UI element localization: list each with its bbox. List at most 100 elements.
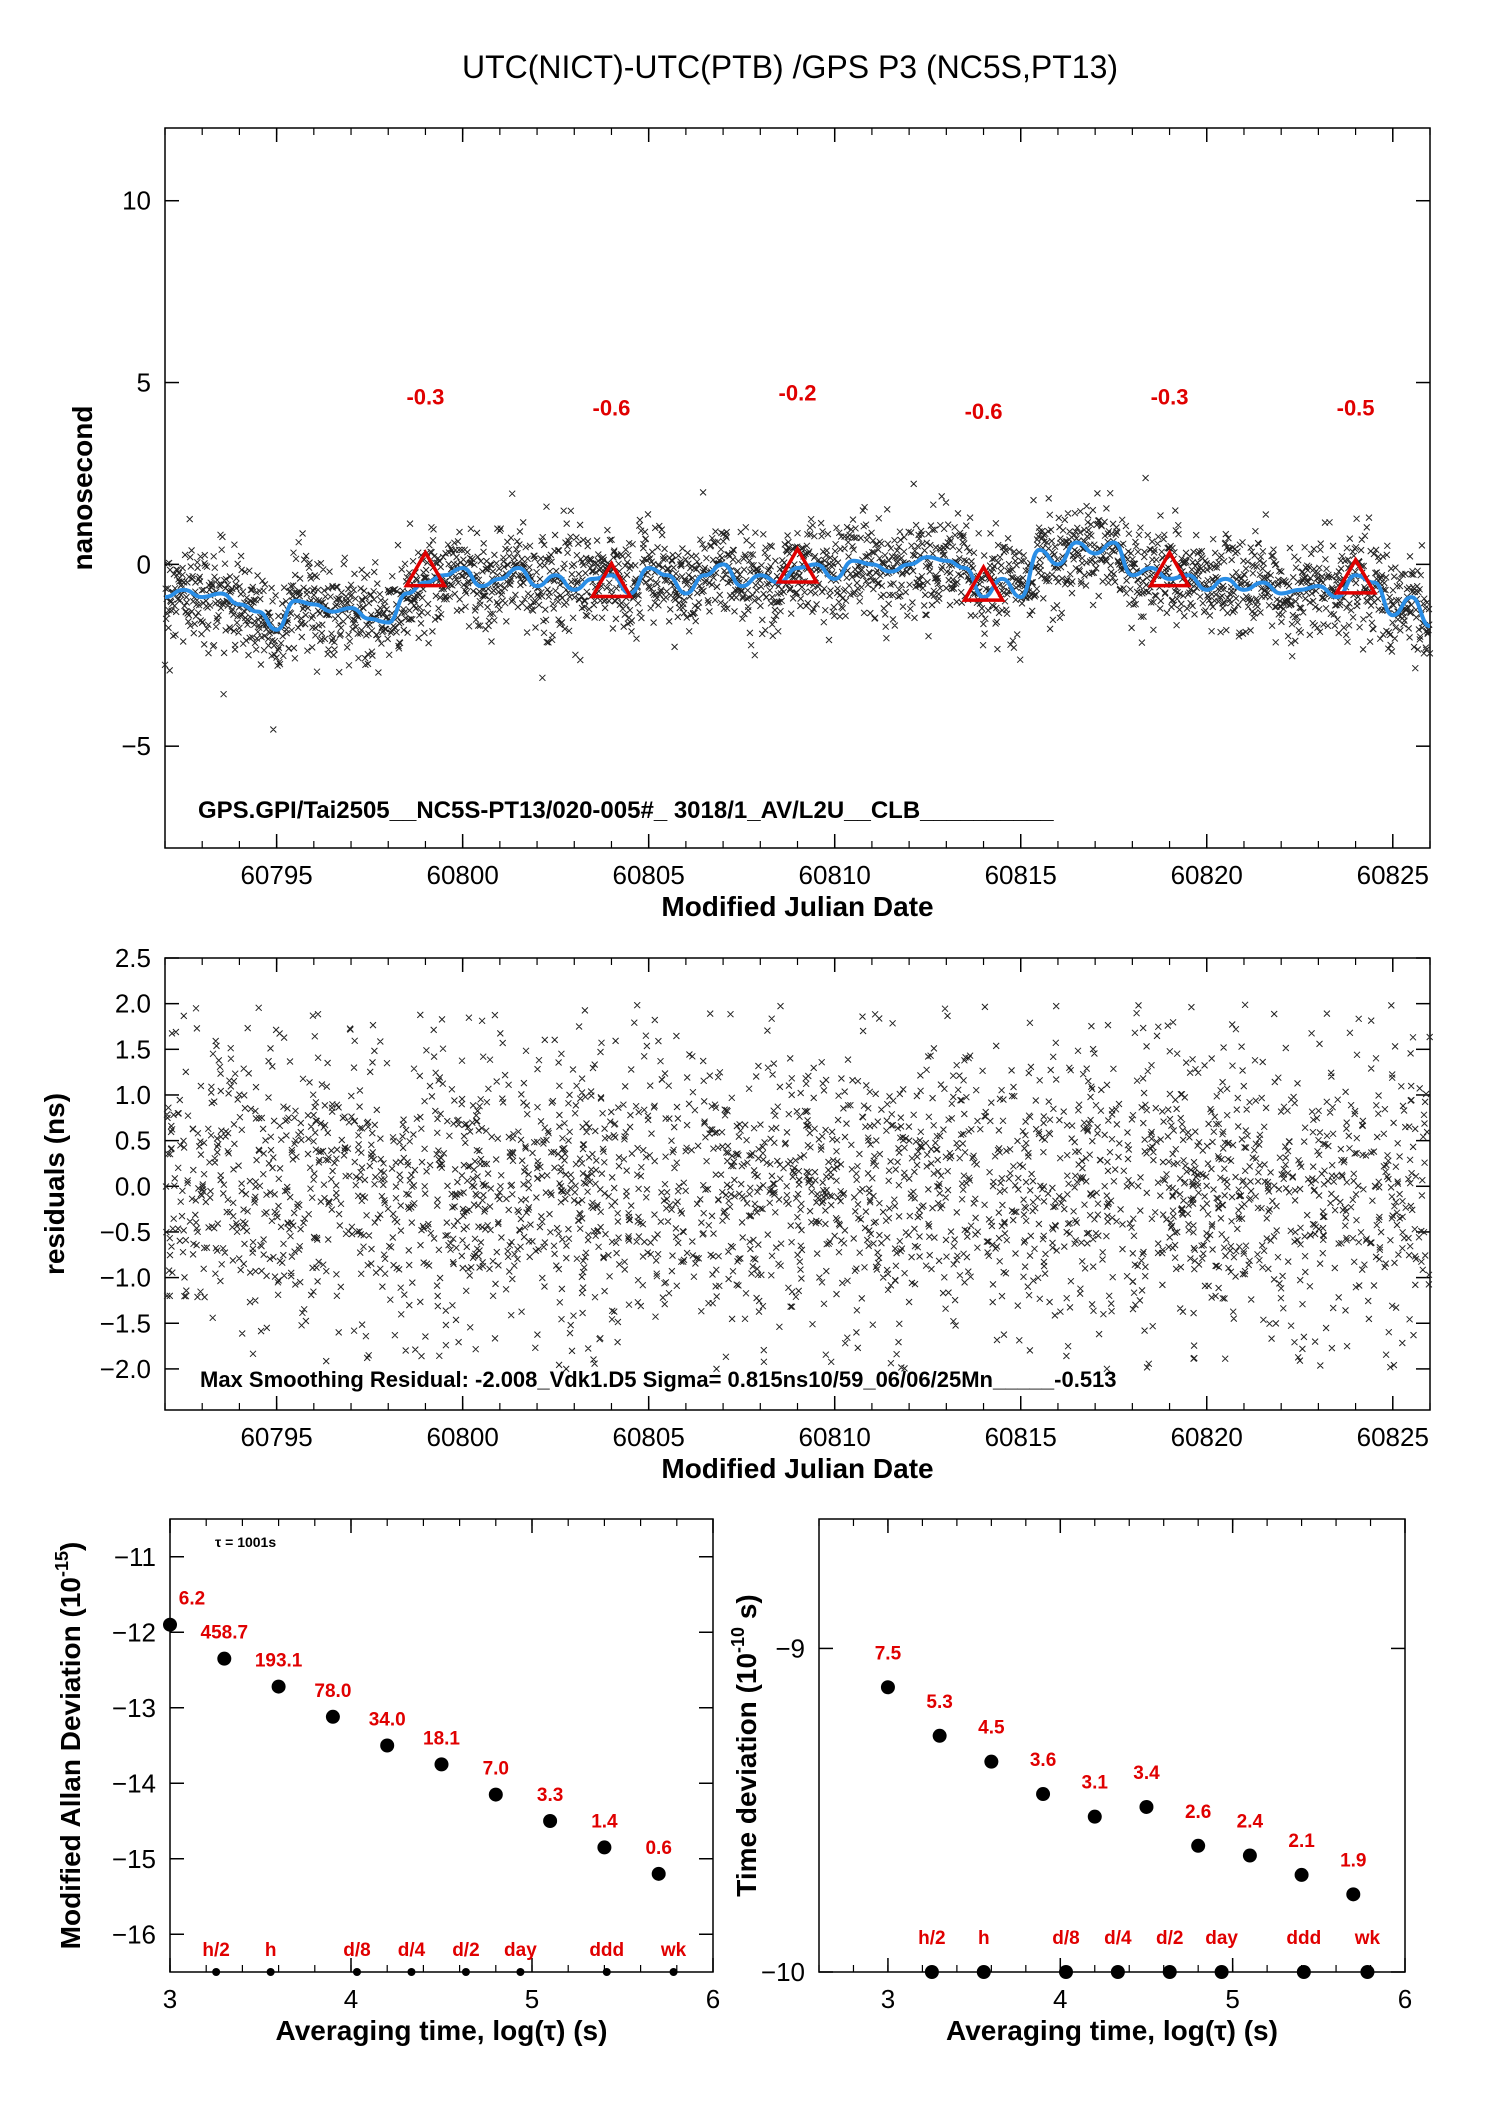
marker-triangle	[403, 549, 448, 588]
adev-ytick-label: −15	[112, 1844, 156, 1874]
tdev-ylabel: Time deviation (10-10 s)	[728, 1594, 762, 1897]
mid-ytick-label: 0.0	[115, 1171, 151, 1201]
marker-label: -0.6	[965, 399, 1003, 424]
top-scatter-points	[161, 474, 1434, 733]
tdev-xlabel: Averaging time, log(τ) (s)	[946, 2015, 1278, 2046]
time-deviation-chart: 3 4 5 6 −9 −10 7.5 5.3 4.5 3.6 3.1 3.4 2.6 2.4 2.1 1.9 h…	[728, 1518, 1412, 2046]
tdev-ref-label: d/8	[1052, 1928, 1079, 1949]
adev-ref-point	[266, 1968, 275, 1976]
adev-ytick-label: −13	[112, 1693, 156, 1723]
tdev-point	[880, 1680, 895, 1695]
tdev-ref-point	[1296, 1965, 1311, 1979]
adev-point-label: 193.1	[255, 1651, 303, 1672]
adev-ytick-label: −14	[112, 1768, 156, 1798]
marker-label: -0.2	[779, 381, 817, 406]
tdev-point-label: 3.1	[1082, 1773, 1109, 1794]
mid-ytick-label: −2.0	[100, 1354, 151, 1384]
top-xlabel: Modified Julian Date	[661, 891, 933, 922]
adev-ref-point	[461, 1968, 470, 1976]
tdev-ref-label: wk	[1354, 1928, 1381, 1949]
tdev-ref-point	[1162, 1965, 1177, 1979]
residuals-chart: 60795 60800 60805 60810 60815 60820 60825 2.5 2.…	[39, 943, 1434, 1484]
tdev-xtick-label: 3	[881, 1984, 895, 2014]
tdev-point-label: 3.6	[1030, 1750, 1056, 1771]
mid-ylabel: residuals (ns)	[39, 1093, 70, 1275]
adev-ytick-label: −11	[114, 1542, 156, 1572]
top-ytick-label: 10	[122, 186, 151, 216]
top-ylabel: nanosecond	[67, 406, 98, 571]
adev-point	[488, 1787, 503, 1802]
adev-xtick-label: 4	[344, 1984, 358, 2014]
mid-xtick-label: 60805	[613, 1422, 685, 1452]
top-xtick-label: 60795	[240, 860, 312, 890]
tdev-point	[1036, 1787, 1051, 1802]
mid-xtick-label: 60795	[240, 1422, 312, 1452]
top-chart: 60795 60800 60805 60810 60815 60820 60825 −5 0 5 1…	[67, 127, 1434, 922]
tdev-point-label: 5.3	[926, 1692, 952, 1713]
tdev-point	[932, 1728, 947, 1743]
top-ytick-label: 0	[137, 549, 151, 579]
top-xtick-label: 60820	[1171, 860, 1243, 890]
mid-ytick-label: 1.5	[115, 1034, 151, 1064]
marker-triangle	[775, 545, 820, 584]
tdev-ref-point	[1058, 1965, 1073, 1979]
mid-ytick-label: 2.5	[115, 943, 151, 973]
mid-xlabel: Modified Julian Date	[661, 1453, 933, 1484]
adev-ref-point	[516, 1968, 525, 1976]
adev-point	[217, 1651, 232, 1666]
tdev-point-label: 2.4	[1237, 1812, 1264, 1833]
tdev-xtick-label: 5	[1225, 1984, 1239, 2014]
top-frame	[164, 127, 1431, 849]
adev-point-label: 18.1	[423, 1728, 460, 1749]
adev-ref-label: day	[504, 1940, 537, 1961]
tdev-point	[1139, 1799, 1154, 1814]
tdev-xtick-label: 6	[1398, 1984, 1412, 2014]
marker-triangle	[589, 560, 634, 599]
tdev-point	[1242, 1848, 1257, 1863]
tdev-ref-point	[1110, 1965, 1125, 1979]
tdev-ref-point	[1360, 1965, 1375, 1979]
top-xtick-label: 60825	[1357, 860, 1429, 890]
adev-point	[380, 1738, 395, 1753]
tdev-point	[1191, 1838, 1206, 1853]
marker-label: -0.5	[1337, 395, 1375, 420]
tdev-point	[1087, 1809, 1102, 1824]
mid-xtick-label: 60820	[1171, 1422, 1243, 1452]
adev-ref-point	[352, 1968, 361, 1976]
marker-label: -0.6	[593, 395, 631, 420]
adev-ref-label: h	[265, 1940, 277, 1961]
adev-point-label: 3.3	[537, 1785, 563, 1806]
top-ytick-label: 5	[137, 368, 151, 398]
adev-ref-label: d/2	[452, 1940, 479, 1961]
tdev-xtick-label: 4	[1053, 1984, 1067, 2014]
marker-triangle	[1333, 556, 1378, 595]
marker-triangle	[1147, 549, 1192, 588]
tdev-ref-label: h/2	[918, 1928, 945, 1949]
residual-scatter-points	[162, 1001, 1434, 1373]
adev-point	[434, 1757, 449, 1772]
adev-point-label: 78.0	[314, 1681, 351, 1702]
mid-xtick-label: 60815	[985, 1422, 1057, 1452]
tdev-point	[984, 1754, 999, 1769]
tau-note: τ = 1001s	[215, 1534, 276, 1550]
marker-label: -0.3	[406, 384, 444, 409]
tdev-ytick-label: −10	[761, 1957, 805, 1987]
tdev-frame	[818, 1518, 1406, 1973]
adev-point	[651, 1866, 666, 1881]
tdev-point-label: 7.5	[875, 1643, 902, 1664]
top-ytick-label: −5	[121, 731, 151, 761]
tdev-ref-label: day	[1205, 1928, 1238, 1949]
adev-point	[543, 1814, 558, 1828]
adev-ref-point	[602, 1968, 611, 1976]
adev-point	[325, 1709, 340, 1724]
tdev-ref-point	[924, 1965, 939, 1979]
tdev-point-label: 1.9	[1340, 1850, 1366, 1871]
adev-point-label: 7.0	[483, 1759, 509, 1780]
adev-point	[597, 1840, 612, 1855]
tdev-point	[1346, 1887, 1361, 1902]
tdev-ytick-label: −9	[775, 1633, 805, 1663]
tdev-ref-label: d/4	[1104, 1928, 1132, 1949]
top-xtick-label: 60800	[426, 860, 498, 890]
tdev-ref-point	[976, 1965, 991, 1979]
adev-ytick-label: −12	[112, 1617, 156, 1647]
